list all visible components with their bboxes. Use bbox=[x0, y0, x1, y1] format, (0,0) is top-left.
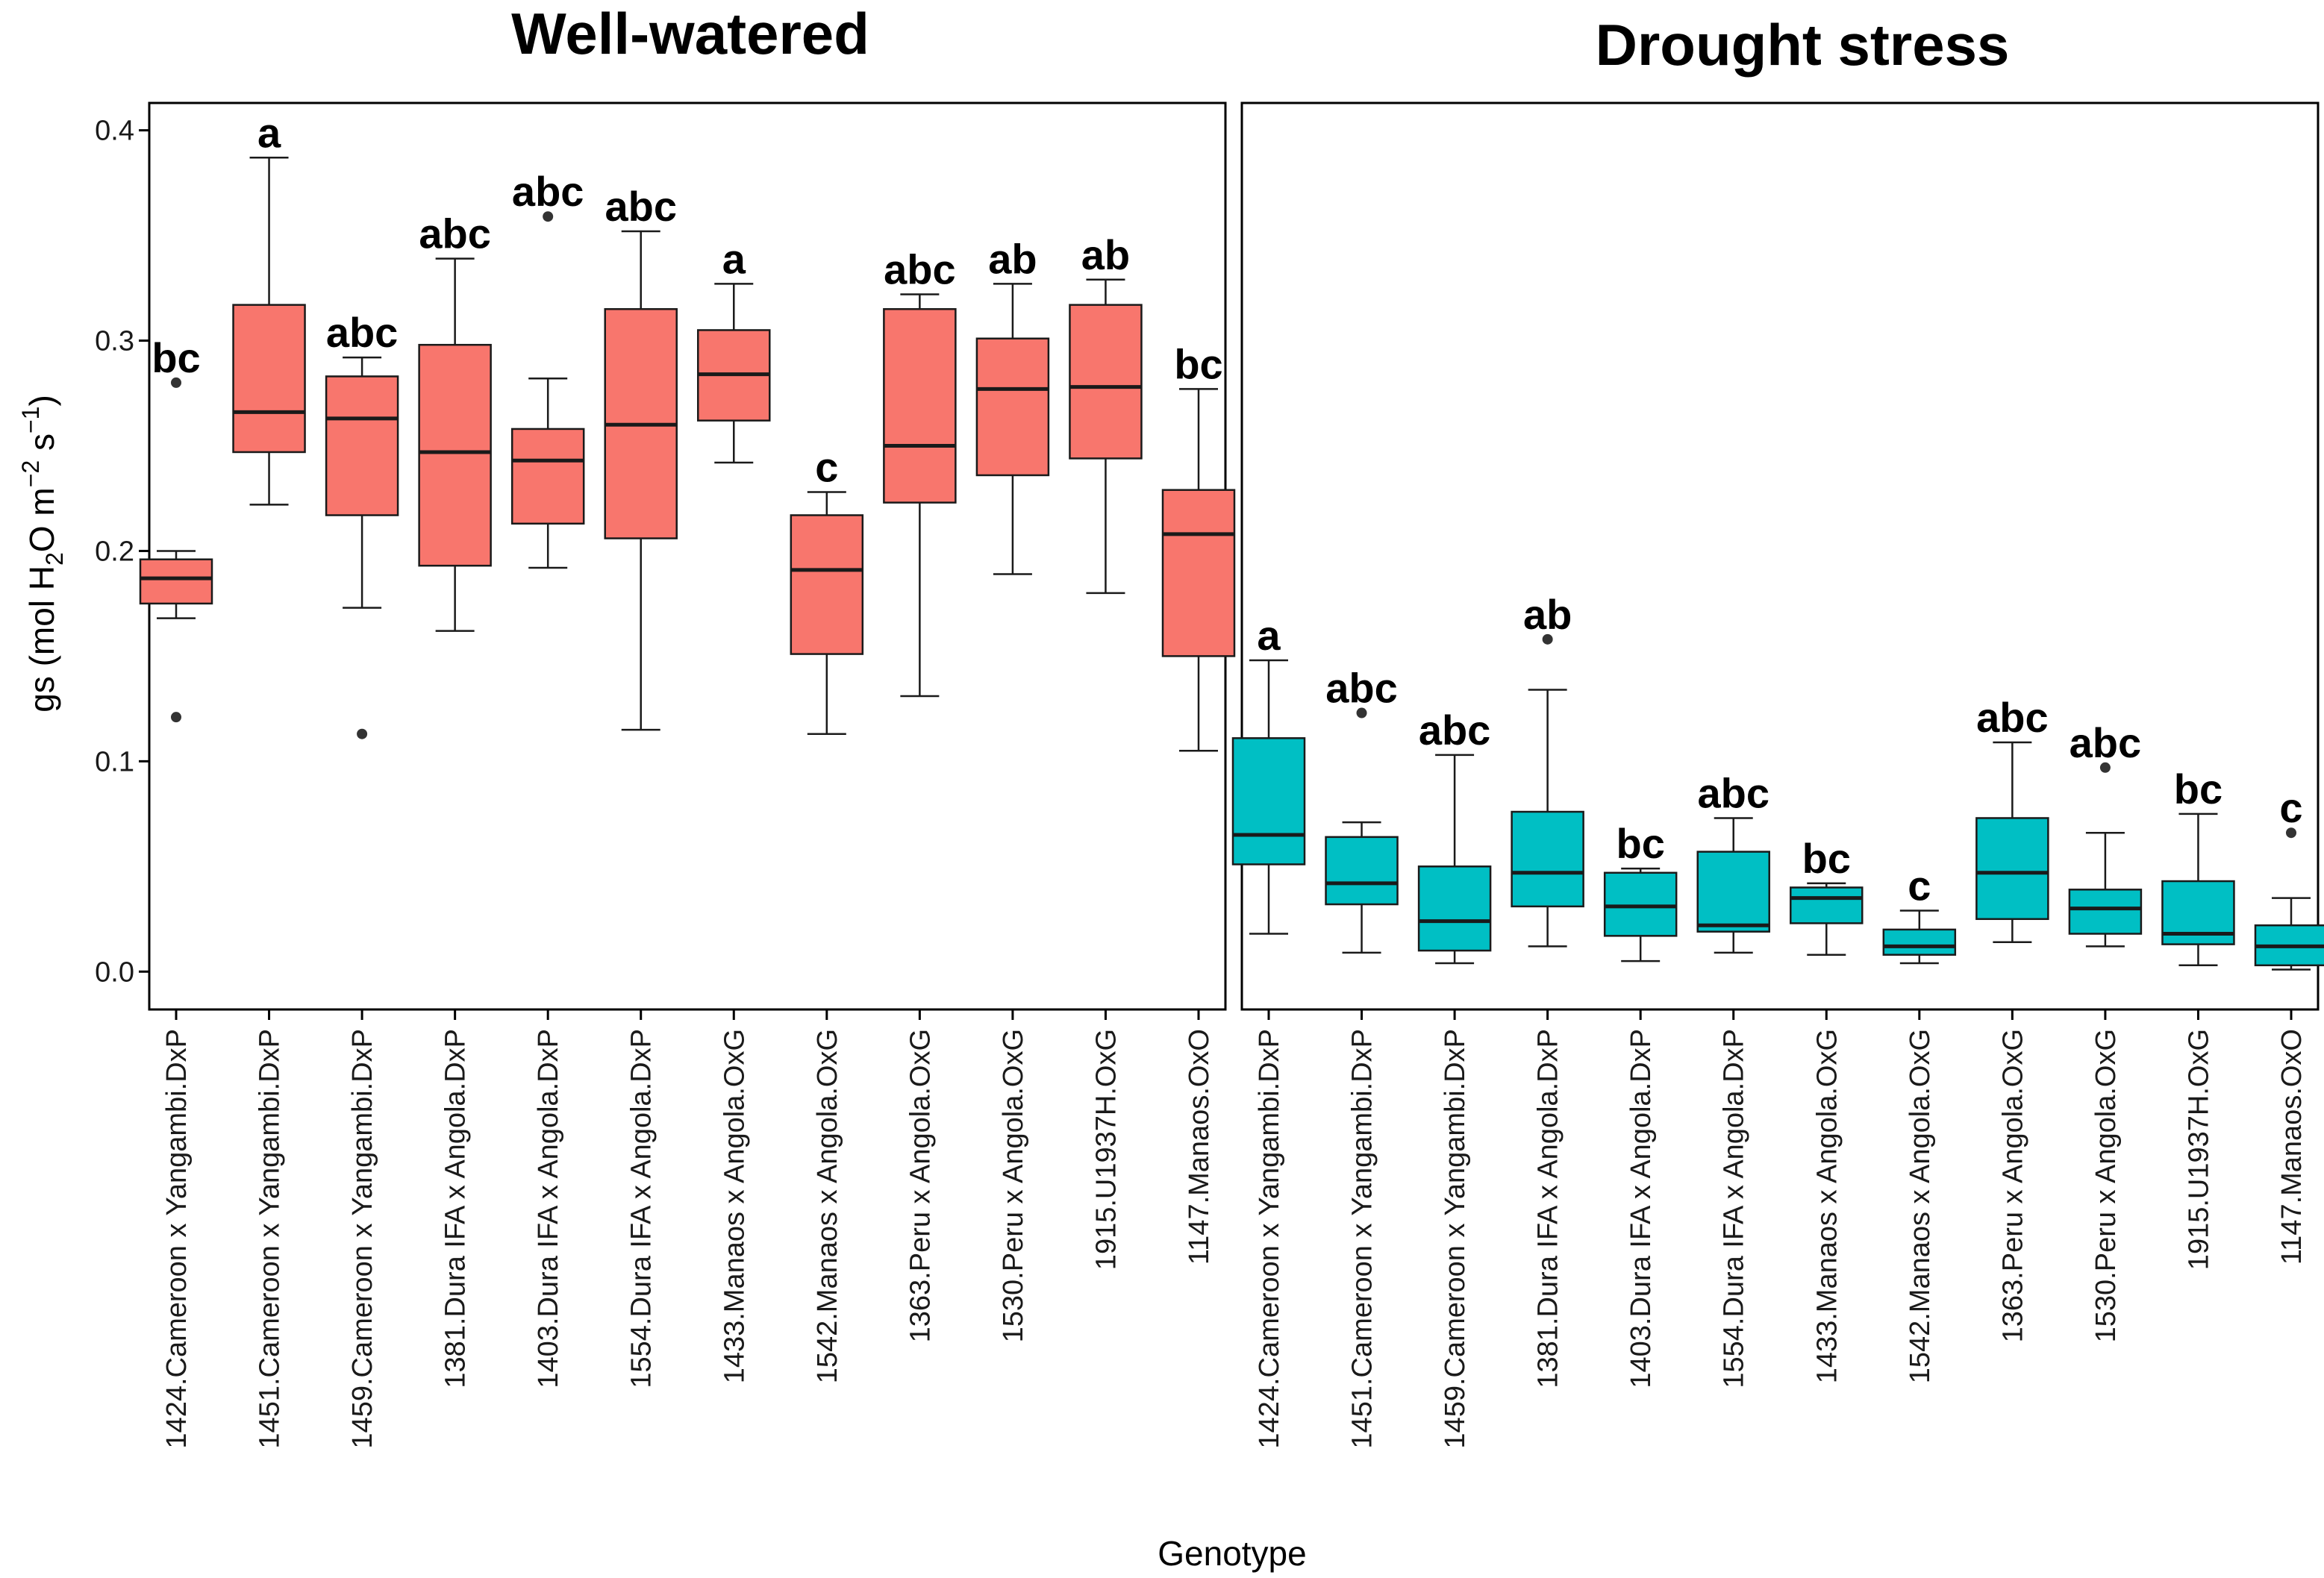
box bbox=[1325, 836, 1399, 906]
outlier-point bbox=[1542, 633, 1553, 645]
significance-letter: c bbox=[1908, 862, 1931, 909]
box bbox=[1696, 851, 1770, 933]
x-tick-label: 1542.Manaos x Angola.OxG bbox=[812, 1029, 843, 1383]
significance-letter: abc bbox=[419, 210, 491, 257]
panel-title-well-watered: Well-watered bbox=[511, 1, 869, 66]
x-tick-label: 1915.U1937H.OxG bbox=[2183, 1029, 2214, 1270]
x-tick-label: 1363.Peru x Angola.OxG bbox=[1997, 1029, 2028, 1342]
outlier-point bbox=[2286, 827, 2296, 839]
significance-letter: abc bbox=[326, 309, 399, 356]
significance-letter: a bbox=[1257, 612, 1281, 659]
significance-letter: a bbox=[722, 235, 746, 282]
outlier-point bbox=[1356, 707, 1367, 718]
significance-letter: ab bbox=[988, 235, 1037, 282]
x-tick-label: 1381.Dura IFA x Angola.DxP bbox=[1533, 1029, 1564, 1388]
significance-letter: abc bbox=[884, 246, 956, 293]
x-tick-label: 1147.Manaos.OxO bbox=[2276, 1029, 2308, 1265]
y-tick-label: 0.0 bbox=[95, 956, 134, 988]
x-tick-label: 1433.Manaos x Angola.OxG bbox=[719, 1029, 750, 1383]
x-tick-label: 1381.Dura IFA x Angola.DxP bbox=[440, 1029, 472, 1388]
x-tick-label: 1554.Dura IFA x Angola.DxP bbox=[1719, 1029, 1750, 1388]
box bbox=[1161, 489, 1236, 657]
significance-letter: c bbox=[815, 444, 838, 491]
x-tick-label: 1147.Manaos.OxO bbox=[1184, 1029, 1215, 1265]
panel-title-drought-stress: Drought stress bbox=[1596, 12, 2010, 78]
box bbox=[790, 514, 864, 655]
y-axis: 0.0 0.1 0.2 0.3 0.4 bbox=[95, 116, 151, 988]
x-tick-label: 1915.U1937H.OxG bbox=[1090, 1029, 1122, 1270]
significance-letter: c bbox=[2279, 784, 2302, 831]
x-tick-label: 1530.Peru x Angola.OxG bbox=[998, 1029, 1029, 1342]
significance-letter: abc bbox=[1976, 694, 2049, 741]
significance-letter: abc bbox=[512, 168, 584, 215]
box bbox=[1975, 817, 2049, 921]
outlier-point bbox=[171, 377, 181, 388]
x-tick-label: 1403.Dura IFA x Angola.DxP bbox=[533, 1029, 564, 1388]
panel-frame-drought-stress bbox=[1240, 101, 2320, 1011]
significance-letter: bc bbox=[152, 334, 200, 381]
x-tick-label: 1530.Peru x Angola.OxG bbox=[2090, 1029, 2122, 1342]
significance-letter: bc bbox=[1617, 820, 1665, 867]
box bbox=[1417, 865, 1492, 952]
outlier-point bbox=[543, 211, 554, 222]
x-tick-label: 1459.Cameroon x Yangambi.DxP bbox=[1440, 1029, 1471, 1449]
y-tick-label: 0.1 bbox=[95, 746, 134, 777]
panel-frame-well-watered bbox=[148, 101, 1227, 1011]
box bbox=[883, 308, 957, 504]
outlier-point bbox=[2099, 762, 2111, 773]
x-tick-label: 1403.Dura IFA x Angola.DxP bbox=[1625, 1029, 1657, 1388]
significance-letter: ab bbox=[1523, 591, 1572, 638]
box bbox=[1790, 886, 1864, 924]
significance-letter: ab bbox=[1081, 231, 1130, 278]
significance-letter: abc bbox=[2070, 719, 2142, 766]
box bbox=[1882, 928, 1957, 956]
box bbox=[1603, 871, 1678, 937]
x-tick-label: 1433.Manaos x Angola.OxG bbox=[1811, 1029, 1843, 1383]
box bbox=[325, 375, 399, 516]
x-axis-label: Genotype bbox=[1158, 1534, 1306, 1573]
x-tick-label: 1542.Manaos x Angola.OxG bbox=[1905, 1029, 1936, 1383]
significance-letter: abc bbox=[1325, 665, 1398, 712]
box bbox=[1231, 737, 1306, 865]
box bbox=[232, 304, 306, 454]
box bbox=[510, 428, 585, 525]
x-tick-label: 1451.Cameroon x Yangambi.DxP bbox=[1347, 1029, 1378, 1449]
significance-letter: bc bbox=[2174, 765, 2223, 813]
box bbox=[1511, 810, 1584, 908]
x-tick-label: 1459.Cameroon x Yangambi.DxP bbox=[347, 1029, 378, 1449]
panel-well-watered: bc 1424.Cameroon x Yangambi.DxP a 1451.Came… bbox=[139, 109, 1236, 1449]
box bbox=[1069, 304, 1143, 460]
x-tick-label: 1424.Cameroon x Yangambi.DxP bbox=[1254, 1029, 1285, 1449]
y-tick-label: 0.3 bbox=[95, 326, 134, 357]
box bbox=[2068, 889, 2143, 935]
outlier-point bbox=[171, 712, 181, 723]
box bbox=[139, 558, 213, 605]
outlier-point bbox=[357, 728, 368, 739]
x-tick-label: 1554.Dura IFA x Angola.DxP bbox=[626, 1029, 657, 1388]
significance-letter: bc bbox=[1174, 340, 1222, 387]
significance-letter: abc bbox=[1697, 769, 1769, 816]
y-tick-label: 0.2 bbox=[95, 536, 134, 567]
x-tick-label: 1363.Peru x Angola.OxG bbox=[905, 1029, 936, 1342]
significance-letter: bc bbox=[1802, 835, 1851, 882]
box bbox=[975, 337, 1050, 477]
significance-letter: a bbox=[257, 109, 281, 156]
y-tick-label: 0.4 bbox=[95, 116, 134, 147]
x-tick-label: 1424.Cameroon x Yangambi.DxP bbox=[161, 1029, 193, 1449]
significance-letter: abc bbox=[605, 183, 677, 230]
y-axis-label: gs (mol H2O m−2 s−1) bbox=[17, 395, 68, 713]
significance-letter: abc bbox=[1419, 707, 1491, 754]
x-tick-label: 1451.Cameroon x Yangambi.DxP bbox=[254, 1029, 286, 1449]
box bbox=[418, 343, 492, 567]
